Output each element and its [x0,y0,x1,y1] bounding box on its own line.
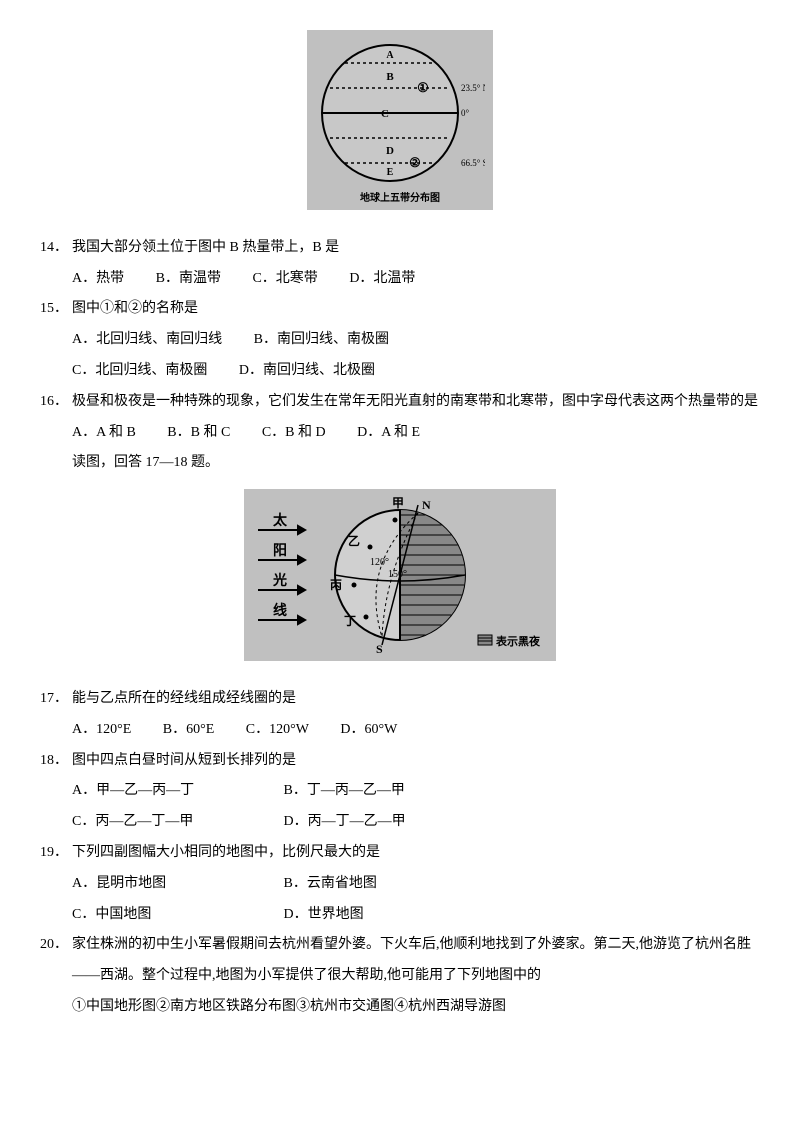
q14-opt-d: D．北温带 [349,264,415,295]
q18-opt-d: D．丙—丁—乙—甲 [284,807,406,838]
svg-text:太: 太 [273,512,288,529]
q14-opt-b: B．南温带 [156,264,221,295]
svg-text:②: ② [409,155,421,170]
q16-options: A．A 和 B B．B 和 C C．B 和 D D．A 和 E [40,418,760,449]
q16-num: 16． [40,387,72,418]
svg-text:地球上五带分布图: 地球上五带分布图 [360,191,440,204]
svg-text:150°: 150° [388,569,407,580]
svg-text:120°: 120° [370,557,389,568]
q19-opt-b: B．云南省地图 [284,869,377,900]
q16-opt-d: D．A 和 E [357,418,420,449]
q19-options-row1: A．昆明市地图 B．云南省地图 [40,869,760,900]
svg-text:66.5° S: 66.5° S [461,158,485,168]
svg-text:D: D [386,145,394,157]
q18-options-row1: A．甲—乙—丙—丁 B．丁—丙—乙—甲 [40,776,760,807]
q15-options-row2: C．北回归线、南极圈 D．南回归线、北极圈 [40,356,760,387]
q15-opt-c: C．北回归线、南极圈 [72,356,207,387]
svg-text:E: E [387,167,394,178]
q14-text: 我国大部分领土位于图中 B 热量带上，B 是 [72,233,760,264]
q17-num: 17． [40,684,72,715]
figure-2: 太 阳 光 线 [40,489,760,674]
q16-opt-a: A．A 和 B [72,418,136,449]
question-16: 16． 极昼和极夜是一种特殊的现象，它们发生在常年无阳光直射的南寒带和北寒带，图… [40,387,760,418]
svg-text:0°: 0° [461,108,470,118]
q17-opt-b: B．60°E [163,715,215,746]
figure-1-box: A B C D E ① ② 23.5° N 0° 66.5° S 地球上五带分布… [307,30,493,210]
q18-opt-a: A．甲—乙—丙—丁 [72,776,252,807]
q20-text: 家住株洲的初中生小军暑假期间去杭州看望外婆。下火车后,他顺利地找到了外婆家。第二… [72,930,760,992]
svg-text:甲: 甲 [392,496,404,510]
q16-note: 读图，回答 17—18 题。 [40,448,760,479]
q18-text: 图中四点白昼时间从短到长排列的是 [72,746,760,777]
question-17: 17． 能与乙点所在的经线组成经线圈的是 [40,684,760,715]
svg-text:阳: 阳 [273,543,287,559]
q17-opt-a: A．120°E [72,715,131,746]
question-20: 20． 家住株洲的初中生小军暑假期间去杭州看望外婆。下火车后,他顺利地找到了外婆… [40,930,760,992]
q18-options-row2: C．丙—乙—丁—甲 D．丙—丁—乙—甲 [40,807,760,838]
svg-text:表示黑夜: 表示黑夜 [495,634,541,648]
q15-options-row1: A．北回归线、南回归线 B．南回归线、南极圈 [40,325,760,356]
q18-num: 18． [40,746,72,777]
q14-opt-a: A．热带 [72,264,124,295]
five-zones-diagram: A B C D E ① ② 23.5° N 0° 66.5° S 地球上五带分布… [315,38,485,208]
svg-text:A: A [386,50,394,61]
q14-options: A．热带 B．南温带 C．北寒带 D．北温带 [40,264,760,295]
q15-text: 图中①和②的名称是 [72,294,760,325]
q15-opt-b: B．南回归线、南极圈 [254,325,389,356]
q20-num: 20． [40,930,72,961]
figure-1: A B C D E ① ② 23.5° N 0° 66.5° S 地球上五带分布… [40,30,760,223]
q17-opt-d: D．60°W [340,715,397,746]
q19-text: 下列四副图幅大小相同的地图中，比例尺最大的是 [72,838,760,869]
question-14: 14． 我国大部分领土位于图中 B 热量带上，B 是 [40,233,760,264]
q18-opt-c: C．丙—乙—丁—甲 [72,807,252,838]
q14-opt-c: C．北寒带 [252,264,317,295]
q19-num: 19． [40,838,72,869]
svg-text:23.5° N: 23.5° N [461,83,485,93]
svg-text:①: ① [417,80,429,95]
svg-text:S: S [376,642,383,655]
question-18: 18． 图中四点白昼时间从短到长排列的是 [40,746,760,777]
svg-text:丁: 丁 [344,614,356,628]
q14-num: 14． [40,233,72,264]
svg-text:N: N [422,498,431,512]
q19-options-row2: C．中国地图 D．世界地图 [40,900,760,931]
svg-text:线: 线 [273,602,287,619]
q19-opt-d: D．世界地图 [284,900,364,931]
day-night-diagram: 太 阳 光 线 [250,495,550,655]
q16-opt-c: C．B 和 D [262,418,326,449]
svg-text:光: 光 [272,572,287,589]
question-19: 19． 下列四副图幅大小相同的地图中，比例尺最大的是 [40,838,760,869]
q17-text: 能与乙点所在的经线组成经线圈的是 [72,684,760,715]
svg-text:B: B [386,71,394,83]
q17-opt-c: C．120°W [246,715,309,746]
question-15: 15． 图中①和②的名称是 [40,294,760,325]
q17-options: A．120°E B．60°E C．120°W D．60°W [40,715,760,746]
q15-opt-d: D．南回归线、北极圈 [239,356,375,387]
q15-num: 15． [40,294,72,325]
svg-text:C: C [381,108,389,120]
q16-opt-b: B．B 和 C [167,418,230,449]
figure-2-box: 太 阳 光 线 [244,489,556,661]
q18-opt-b: B．丁—丙—乙—甲 [284,776,405,807]
q19-opt-c: C．中国地图 [72,900,252,931]
q20-sub: ①中国地形图②南方地区铁路分布图③杭州市交通图④杭州西湖导游图 [40,992,760,1023]
q15-opt-a: A．北回归线、南回归线 [72,325,222,356]
svg-text:乙: 乙 [348,534,360,548]
q19-opt-a: A．昆明市地图 [72,869,252,900]
svg-text:丙: 丙 [330,578,342,592]
q16-text: 极昼和极夜是一种特殊的现象，它们发生在常年无阳光直射的南寒带和北寒带，图中字母代… [72,387,760,418]
